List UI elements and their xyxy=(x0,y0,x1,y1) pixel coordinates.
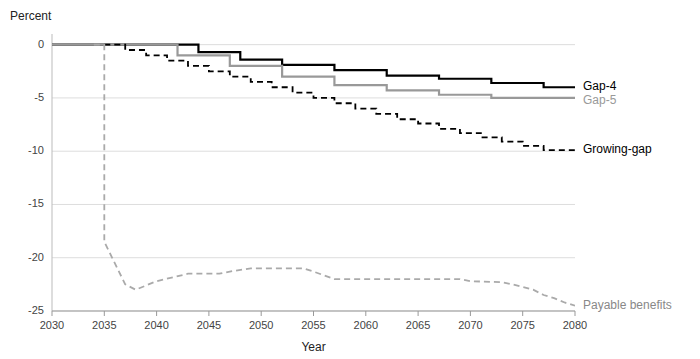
series-label: Growing-gap xyxy=(583,142,652,156)
tick-mark xyxy=(365,311,366,316)
grid-line xyxy=(52,257,575,258)
series-labels: Gap-4Gap-5 Growing-gap Payable benefits xyxy=(583,79,672,311)
tick-mark xyxy=(418,311,419,316)
tick-mark xyxy=(261,311,262,316)
tick-mark xyxy=(522,311,523,316)
tick-label: 2050 xyxy=(249,319,273,331)
x-axis-label: Year xyxy=(301,340,325,354)
series-label: Gap-5 xyxy=(583,93,617,107)
tick-label: -20 xyxy=(28,251,44,263)
chart: 0-5-10-15-20-252030203520402045205020552… xyxy=(0,0,700,359)
tick-label: -15 xyxy=(28,197,44,209)
tick-label: 2045 xyxy=(197,319,221,331)
tick-label: -25 xyxy=(28,304,44,316)
series-label: Gap-4 xyxy=(583,79,617,93)
tick-label: 2030 xyxy=(40,319,64,331)
tick-label: 2035 xyxy=(92,319,116,331)
series-line xyxy=(94,45,575,306)
tick-label: 2070 xyxy=(458,319,482,331)
y-axis: 0 -5 -10 -15 -20 -25 xyxy=(28,34,575,316)
y-axis-label: Percent xyxy=(10,9,52,23)
tick-label: 0 xyxy=(38,38,44,50)
series-label: Payable benefits xyxy=(583,298,672,312)
x-axis: 2030 2035 2040 2045 2050 2055 2060 2065 2070 2075… xyxy=(40,311,587,331)
tick-mark xyxy=(104,311,105,316)
grid-line xyxy=(52,151,575,152)
tick-mark xyxy=(313,311,314,316)
tick-label: 2060 xyxy=(354,319,378,331)
tick-label: 2055 xyxy=(301,319,325,331)
tick-mark xyxy=(52,311,53,316)
series-line xyxy=(52,45,575,98)
series-line xyxy=(104,45,575,150)
tick-mark xyxy=(470,311,471,316)
tick-label: -10 xyxy=(28,144,44,156)
tick-label: 2065 xyxy=(406,319,430,331)
tick-mark xyxy=(156,311,157,316)
tick-label: 2040 xyxy=(144,319,168,331)
tick-mark xyxy=(575,311,576,316)
plot-area xyxy=(52,45,575,306)
tick-label: 2080 xyxy=(563,319,587,331)
series-line xyxy=(52,45,575,88)
tick-label: -5 xyxy=(34,91,44,103)
y-axis-line xyxy=(52,34,53,311)
grid-line xyxy=(52,204,575,205)
tick-mark xyxy=(208,311,209,316)
tick-label: 2075 xyxy=(510,319,534,331)
